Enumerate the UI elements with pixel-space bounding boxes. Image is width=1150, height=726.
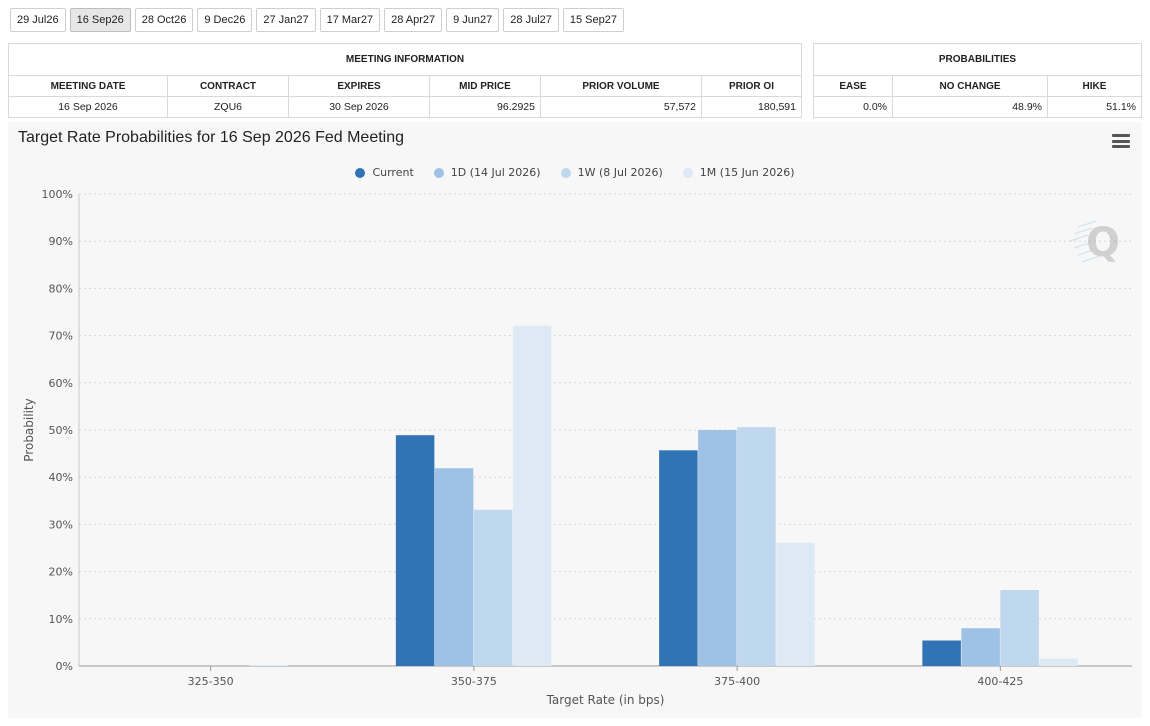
legend-label: 1M (15 Jun 2026): [699, 166, 795, 179]
mid-price-value: 96.2925: [429, 96, 541, 118]
y-tick-label: 70%: [49, 330, 73, 343]
col-hike: HIKE: [1047, 75, 1142, 97]
y-tick-label: 60%: [49, 377, 73, 390]
legend-item[interactable]: 1D (14 Jul 2026): [433, 166, 541, 179]
watermark-logo-icon: Q: [1069, 220, 1120, 266]
tab-27-jan27[interactable]: 27 Jan27: [256, 8, 316, 32]
meeting-date-value: 16 Sep 2026: [8, 96, 168, 118]
tab-17-mar27[interactable]: 17 Mar27: [319, 8, 381, 32]
tab-15-sep27[interactable]: 15 Sep27: [562, 8, 624, 32]
legend-dot-icon: [682, 167, 693, 178]
legend-item[interactable]: 1W (8 Jul 2026): [560, 166, 663, 179]
bar: [776, 542, 815, 666]
x-tick-label: 400-425: [977, 675, 1023, 688]
tab-28-jul27[interactable]: 28 Jul27: [503, 8, 559, 32]
expires-value: 30 Sep 2026: [288, 96, 430, 118]
bar: [512, 325, 552, 666]
bar: [698, 430, 737, 666]
bar: [659, 450, 698, 666]
svg-text:Q: Q: [1086, 220, 1120, 266]
tab-9-dec26[interactable]: 9 Dec26: [197, 8, 253, 32]
ease-value: 0.0%: [813, 96, 893, 118]
meeting-information-header: MEETING INFORMATION: [8, 43, 802, 76]
legend-label: 1W (8 Jul 2026): [577, 166, 663, 179]
x-axis-title: Target Rate (in bps): [546, 693, 665, 707]
x-tick-label: 375-400: [714, 675, 760, 688]
chart-title: Target Rate Probabilities for 16 Sep 202…: [18, 129, 405, 146]
tab-29-jul26[interactable]: 29 Jul26: [10, 8, 66, 32]
no-change-value: 48.9%: [892, 96, 1048, 118]
bar: [395, 435, 435, 666]
y-tick-label: 20%: [49, 566, 73, 579]
chart-legend: Current 1D (14 Jul 2026) 1W (8 Jul 2026) 1M…: [8, 166, 1142, 179]
y-tick-label: 10%: [49, 613, 73, 626]
probabilities-table: PROBABILITIES EASE NO CHANGE HIKE 0.0% 4…: [813, 43, 1142, 118]
y-tick-label: 0%: [56, 660, 73, 673]
col-meeting-date: MEETING DATE: [8, 75, 168, 97]
x-tick-label: 350-375: [451, 675, 497, 688]
prior-oi-value: 180,591: [701, 96, 802, 118]
legend-label: Current: [372, 166, 414, 179]
legend-label: 1D (14 Jul 2026): [450, 166, 541, 179]
col-expires: EXPIRES: [288, 75, 430, 97]
tab-28-apr27[interactable]: 28 Apr27: [384, 8, 443, 32]
bar: [961, 628, 1000, 666]
y-axis-title: Probability: [22, 398, 36, 461]
col-prior-oi: PRIOR OI: [701, 75, 802, 97]
col-ease: EASE: [813, 75, 893, 97]
col-contract: CONTRACT: [167, 75, 289, 97]
contract-value: ZQU6: [167, 96, 289, 118]
legend-dot-icon: [355, 167, 366, 178]
bar: [434, 468, 474, 666]
bar: [1000, 590, 1039, 666]
bar: [737, 427, 776, 666]
col-mid-price: MID PRICE: [429, 75, 541, 97]
probability-chart: 0% 10% 20% 30% 40% 50% 60% 70% 80% 90% 100% 325-350…: [22, 188, 1132, 707]
bar: [1039, 658, 1078, 666]
col-no-change: NO CHANGE: [892, 75, 1048, 97]
y-tick-label: 100%: [42, 188, 73, 201]
legend-dot-icon: [433, 167, 444, 178]
hamburger-menu-icon[interactable]: [1112, 134, 1130, 148]
bar: [922, 640, 961, 666]
legend-dot-icon: [560, 167, 571, 178]
bar: [473, 509, 513, 666]
table-row: 16 Sep 2026 ZQU6 30 Sep 2026 96.2925 57,…: [8, 96, 802, 118]
y-tick-label: 90%: [49, 235, 73, 248]
probabilities-header: PROBABILITIES: [813, 43, 1142, 76]
y-tick-label: 80%: [49, 282, 73, 295]
chart-panel: 0% 10% 20% 30% 40% 50% 60% 70% 80% 90% 100% 325-350…: [8, 122, 1142, 718]
tab-9-jun27[interactable]: 9 Jun27: [446, 8, 500, 32]
meeting-information-table: MEETING INFORMATION MEETING DATE CONTRAC…: [8, 43, 802, 118]
meeting-date-tabs: 29 Jul26 16 Sep26 28 Oct26 9 Dec26 27 Jan27 1…: [10, 8, 624, 32]
tab-28-oct26[interactable]: 28 Oct26: [134, 8, 194, 32]
col-prior-volume: PRIOR VOLUME: [540, 75, 702, 97]
legend-item[interactable]: 1M (15 Jun 2026): [682, 166, 795, 179]
table-row: 0.0% 48.9% 51.1%: [813, 96, 1142, 118]
x-tick-label: 325-350: [188, 675, 234, 688]
y-tick-label: 50%: [49, 424, 73, 437]
tab-16-sep26[interactable]: 16 Sep26: [69, 8, 131, 32]
y-tick-label: 30%: [49, 518, 73, 531]
legend-item[interactable]: Current: [355, 166, 414, 179]
bar: [249, 665, 289, 666]
y-tick-label: 40%: [49, 471, 73, 484]
hike-value: 51.1%: [1047, 96, 1142, 118]
prior-volume-value: 57,572: [540, 96, 702, 118]
